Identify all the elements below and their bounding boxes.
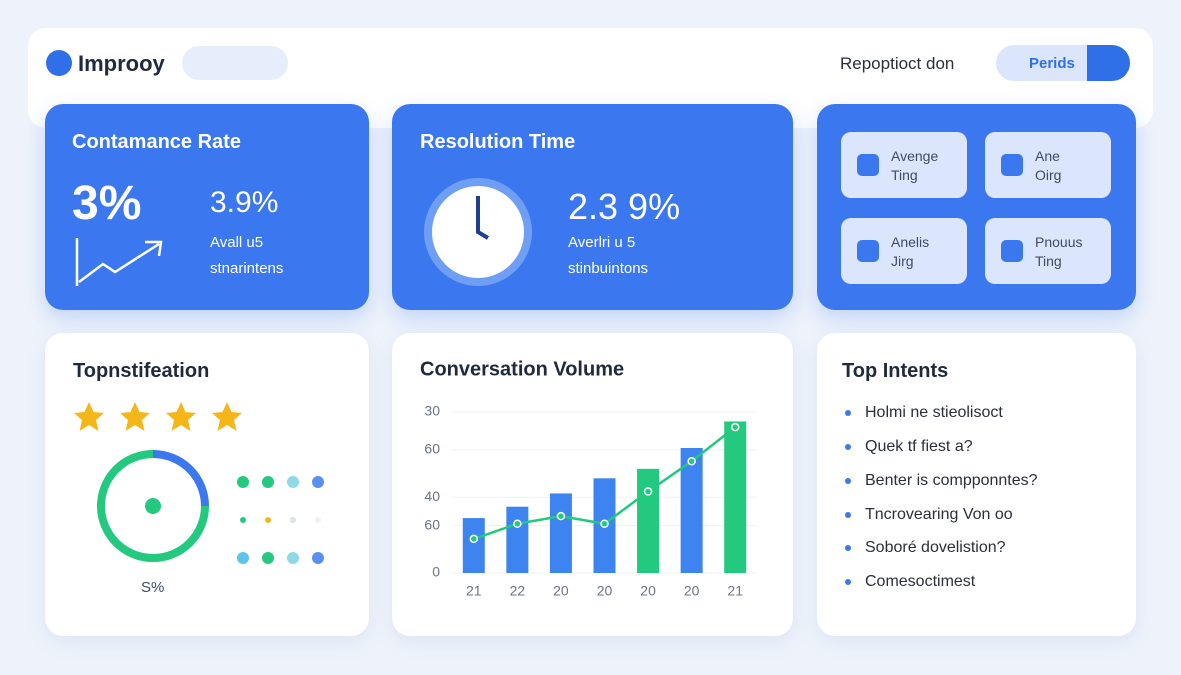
intents-card: Top Intents Holmi ne stieolisoct Quek tf… [817,333,1136,636]
tile[interactable]: Pnouus Ting [985,218,1111,284]
chart-card: Conversation Volume 0 60 40 60 30 21 22 20 20 20 2… [392,333,793,636]
tile-text: Avenge Ting [891,147,938,185]
tile-line: Pnouus [1035,234,1083,250]
containment-card: Contamance Rate 3% 3.9% Avall u5 stnarin… [45,104,369,310]
line-point [730,422,740,432]
tile-line: Avenge [891,148,939,164]
logo [46,50,72,76]
bar [637,468,660,573]
donut-label: S% [141,579,165,596]
satisfaction-graphic [74,402,324,564]
x-tick-label: 21 [727,583,743,599]
bar [462,518,485,573]
x-tick-label: 20 [640,583,656,599]
x-tick-label: 21 [466,583,482,599]
intent-item[interactable]: Comesoctimest [844,573,976,590]
bar [549,493,572,573]
brand: Improoy [78,51,165,76]
bar [724,421,747,573]
clock-icon [424,178,532,286]
card-title: Contamance Rate [72,131,241,153]
intent-item[interactable]: Quek tf fiest a? [845,438,973,455]
y-tick-label: 0 [432,564,440,580]
nav-pills[interactable] [182,46,288,80]
tile-text: Anelis Jirg [891,233,929,271]
satisfaction-card: Topnstifeation S% [45,333,369,636]
report-label: Repoptioct don [840,54,955,73]
bar [680,447,703,573]
tile-icon [857,240,879,262]
chart: Conversation Volume 0 60 40 60 30 21 22 20 20 20 2… [420,358,757,599]
card-title: Topnstifeation [73,360,210,382]
y-tick-label: 60 [424,441,440,457]
tile-text: Pnouus Ting [1035,233,1082,271]
sub-line: Avall u5 [210,234,264,251]
line-point [643,487,653,496]
y-tick-label: 60 [424,516,440,532]
intent-item[interactable]: Holmi ne stieolisoct [845,404,1003,421]
tile[interactable]: Anelis Jirg [841,218,967,284]
x-tick-label: 20 [553,583,569,599]
small-value: 3.9% [210,186,279,219]
tile[interactable]: Avenge Ting [841,132,967,198]
card-title: Resolution Time [420,131,576,153]
line-point [556,511,566,521]
tile-line: Jirg [891,253,914,269]
line-point [469,534,479,544]
tiles-card: Avenge Ting Ane Oirg Anelis Jirg Pnouus Ting [817,104,1136,310]
x-tick-label: 20 [684,583,700,599]
bar [506,506,529,573]
intent-item[interactable]: Benter is compponntes? [845,472,1038,489]
intent-item[interactable]: Tncrovearing Von oo [845,506,1013,523]
sub-line: stinbuintons [568,260,649,277]
chart-title: Conversation Volume [420,358,624,380]
period-label: Perids [1029,55,1075,72]
line-point [687,456,696,466]
value: 2.3 9% [568,186,681,227]
y-tick-label: 30 [424,403,440,419]
tile-line: Oirg [1035,167,1062,183]
tile-line: Ane [1035,148,1060,164]
card-title: Top Intents [842,360,949,382]
trend-icon [75,238,163,286]
period-toggle[interactable] [1087,45,1130,81]
tile[interactable]: Ane Oirg [985,132,1111,198]
tile-text: Ane Oirg [1035,147,1061,185]
tile-icon [1001,240,1023,262]
intent-item[interactable]: Soboré dovelistion? [845,539,1006,556]
tile-line: Ting [891,167,918,183]
tile-icon [857,154,879,176]
tile-icon [1001,154,1023,176]
sub-line: stnarintens [210,260,284,277]
resolution-card: Resolution Time 2.3 9% Averlri u 5 stinb… [392,104,793,310]
y-tick-label: 40 [424,488,440,504]
x-tick-label: 22 [510,583,526,599]
sub-line: Averlri u 5 [568,234,636,251]
line-point [513,519,522,529]
tile-line: Ting [1035,253,1062,269]
x-tick-label: 20 [597,583,613,599]
tile-line: Anelis [891,234,930,250]
line-point [600,519,609,529]
big-value: 3% [72,177,142,230]
